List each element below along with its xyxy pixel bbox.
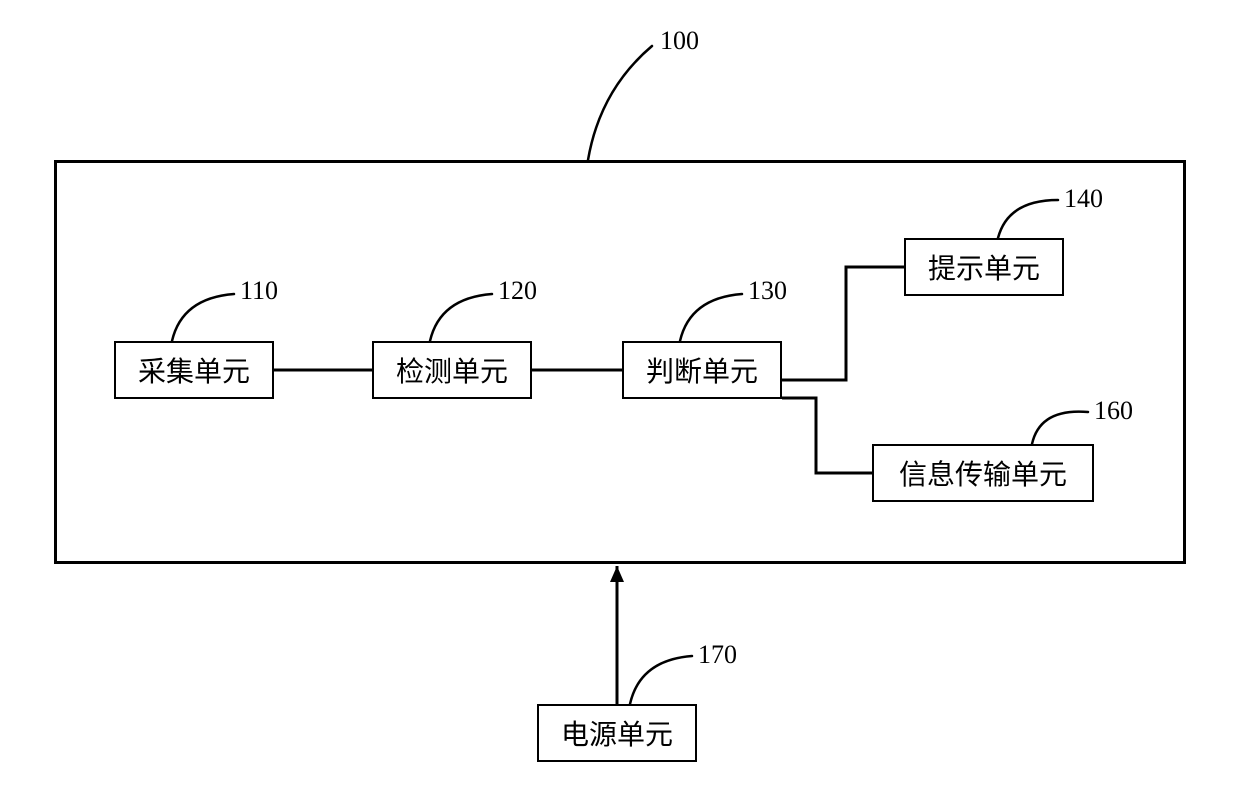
lbl-120: 120 (498, 276, 537, 306)
lbl-100: 100 (660, 26, 699, 56)
node-130: 判断单元 (622, 341, 782, 399)
node-160: 信息传输单元 (872, 444, 1094, 502)
lbl-110: 110 (240, 276, 278, 306)
node-110-label: 采集单元 (138, 350, 250, 390)
c-170-100-arrowhead (610, 566, 624, 582)
node-120: 检测单元 (372, 341, 532, 399)
lbl-140: 140 (1064, 184, 1103, 214)
diagram-stage: { "canvas": { "w": 1240, "h": 804, "bg":… (0, 0, 1240, 804)
node-120-label: 检测单元 (396, 350, 508, 390)
node-130-label: 判断单元 (646, 350, 758, 390)
node-140: 提示单元 (904, 238, 1064, 296)
lbl-130: 130 (748, 276, 787, 306)
node-110: 采集单元 (114, 341, 274, 399)
node-170: 电源单元 (537, 704, 697, 762)
lbl-170: 170 (698, 640, 737, 670)
node-170-label: 电源单元 (561, 713, 673, 753)
ld-100 (588, 46, 652, 160)
ld-170 (630, 656, 692, 704)
node-160-label: 信息传输单元 (899, 453, 1067, 493)
lbl-160: 160 (1094, 396, 1133, 426)
node-140-label: 提示单元 (928, 247, 1040, 287)
